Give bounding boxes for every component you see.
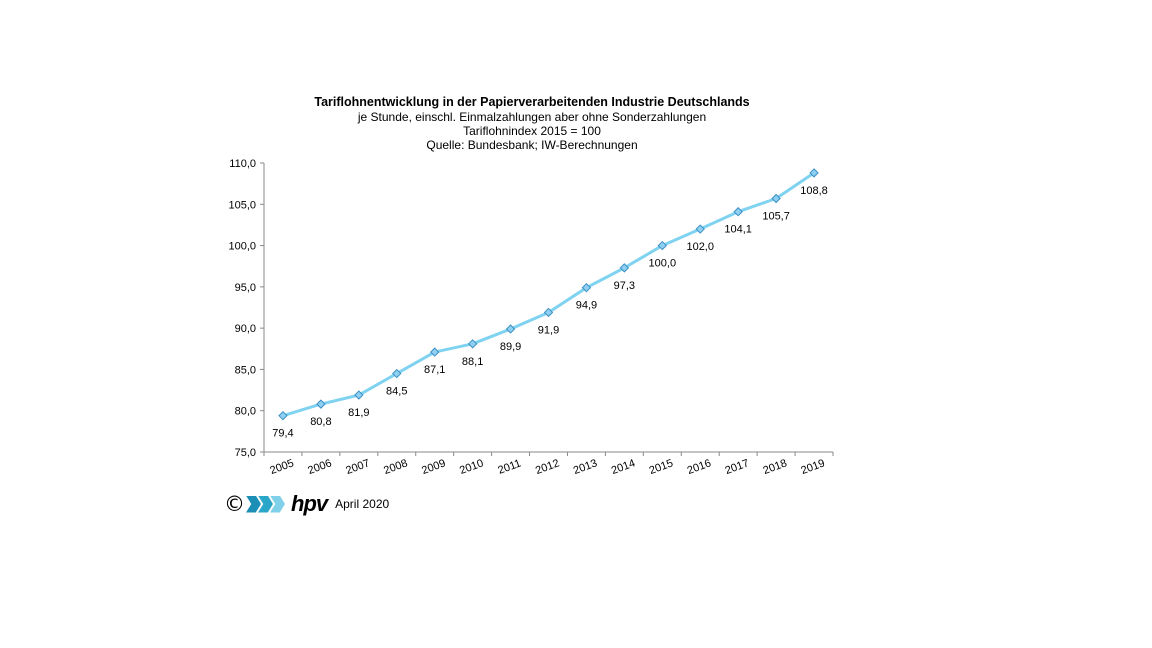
data-point <box>771 193 781 204</box>
data-point <box>354 390 364 400</box>
y-tick-label: 95,0 <box>235 282 256 294</box>
x-tick-label: 2007 <box>344 457 371 477</box>
data-label: 80,8 <box>310 416 331 428</box>
x-tick-label: 2008 <box>382 457 409 477</box>
x-tick-label: 2010 <box>458 457 485 477</box>
data-point <box>316 399 326 409</box>
data-point <box>733 207 743 217</box>
hpv-chevron-logo-icon <box>246 495 285 513</box>
copyright-symbol: © <box>224 492 245 516</box>
y-tick-label: 80,0 <box>235 406 256 418</box>
data-point <box>581 282 592 293</box>
data-point <box>505 324 516 334</box>
x-tick-label: 2016 <box>686 457 713 477</box>
x-tick-label: 2011 <box>496 457 522 476</box>
footer: © hpv April 2020 <box>224 491 390 516</box>
data-point <box>657 240 668 251</box>
x-tick-label: 2019 <box>799 457 826 477</box>
series-line <box>282 171 815 418</box>
chart-subtitle-1: je Stunde, einschl. Einmalzahlungen aber… <box>357 110 707 124</box>
data-point <box>695 224 705 234</box>
y-tick-label: 85,0 <box>235 364 256 376</box>
chevron-3-icon <box>270 495 285 513</box>
y-tick-label: 75,0 <box>235 447 256 459</box>
x-tick-label: 2006 <box>306 457 333 477</box>
data-label: 97,3 <box>614 280 635 292</box>
data-label: 91,9 <box>538 324 559 336</box>
data-label: 84,5 <box>386 386 407 398</box>
chart-title: Tariflohnentwicklung in der Papierverarb… <box>314 95 750 109</box>
footer-date: April 2020 <box>335 497 390 511</box>
y-tick-label: 105,0 <box>228 199 256 211</box>
x-tick-label: 2009 <box>420 457 447 477</box>
data-point <box>619 263 630 273</box>
chevron-2-icon <box>258 495 273 513</box>
chart-subtitle-3: Quelle: Bundesbank; IW-Berechnungen <box>426 138 638 152</box>
data-point <box>392 368 402 379</box>
data-label: 89,9 <box>500 341 521 353</box>
data-label: 87,1 <box>424 364 445 376</box>
data-point <box>278 410 288 421</box>
y-tick-label: 90,0 <box>235 323 256 335</box>
y-tick-label: 100,0 <box>228 241 256 253</box>
data-label: 100,0 <box>649 258 677 270</box>
x-tick-label: 2013 <box>572 457 599 477</box>
x-tick-label: 2015 <box>648 457 675 477</box>
chevron-1-icon <box>246 495 261 513</box>
chart-titles: Tariflohnentwicklung in der Papierverarb… <box>232 95 832 152</box>
data-label: 94,9 <box>576 300 597 312</box>
x-tick-label: 2012 <box>534 457 561 477</box>
y-tick-label: 110,0 <box>229 158 256 170</box>
x-tick-label: 2018 <box>762 457 789 477</box>
chart-subtitle-2: Tariflohnindex 2015 = 100 <box>463 124 601 138</box>
data-label: 81,9 <box>348 407 369 419</box>
x-tick-label: 2017 <box>724 457 751 477</box>
data-point <box>809 168 819 178</box>
data-label: 102,0 <box>686 241 714 253</box>
data-label: 108,8 <box>800 185 828 197</box>
data-point <box>543 307 554 318</box>
x-tick-label: 2014 <box>610 457 637 477</box>
data-label: 79,4 <box>272 428 293 440</box>
data-label: 104,1 <box>724 224 752 236</box>
data-label: 105,7 <box>762 211 790 223</box>
data-point <box>467 339 478 349</box>
hpv-logo-text: hpv <box>291 491 328 516</box>
x-tick-label: 2005 <box>268 457 295 477</box>
data-point <box>429 347 440 357</box>
data-label: 88,1 <box>462 356 483 368</box>
